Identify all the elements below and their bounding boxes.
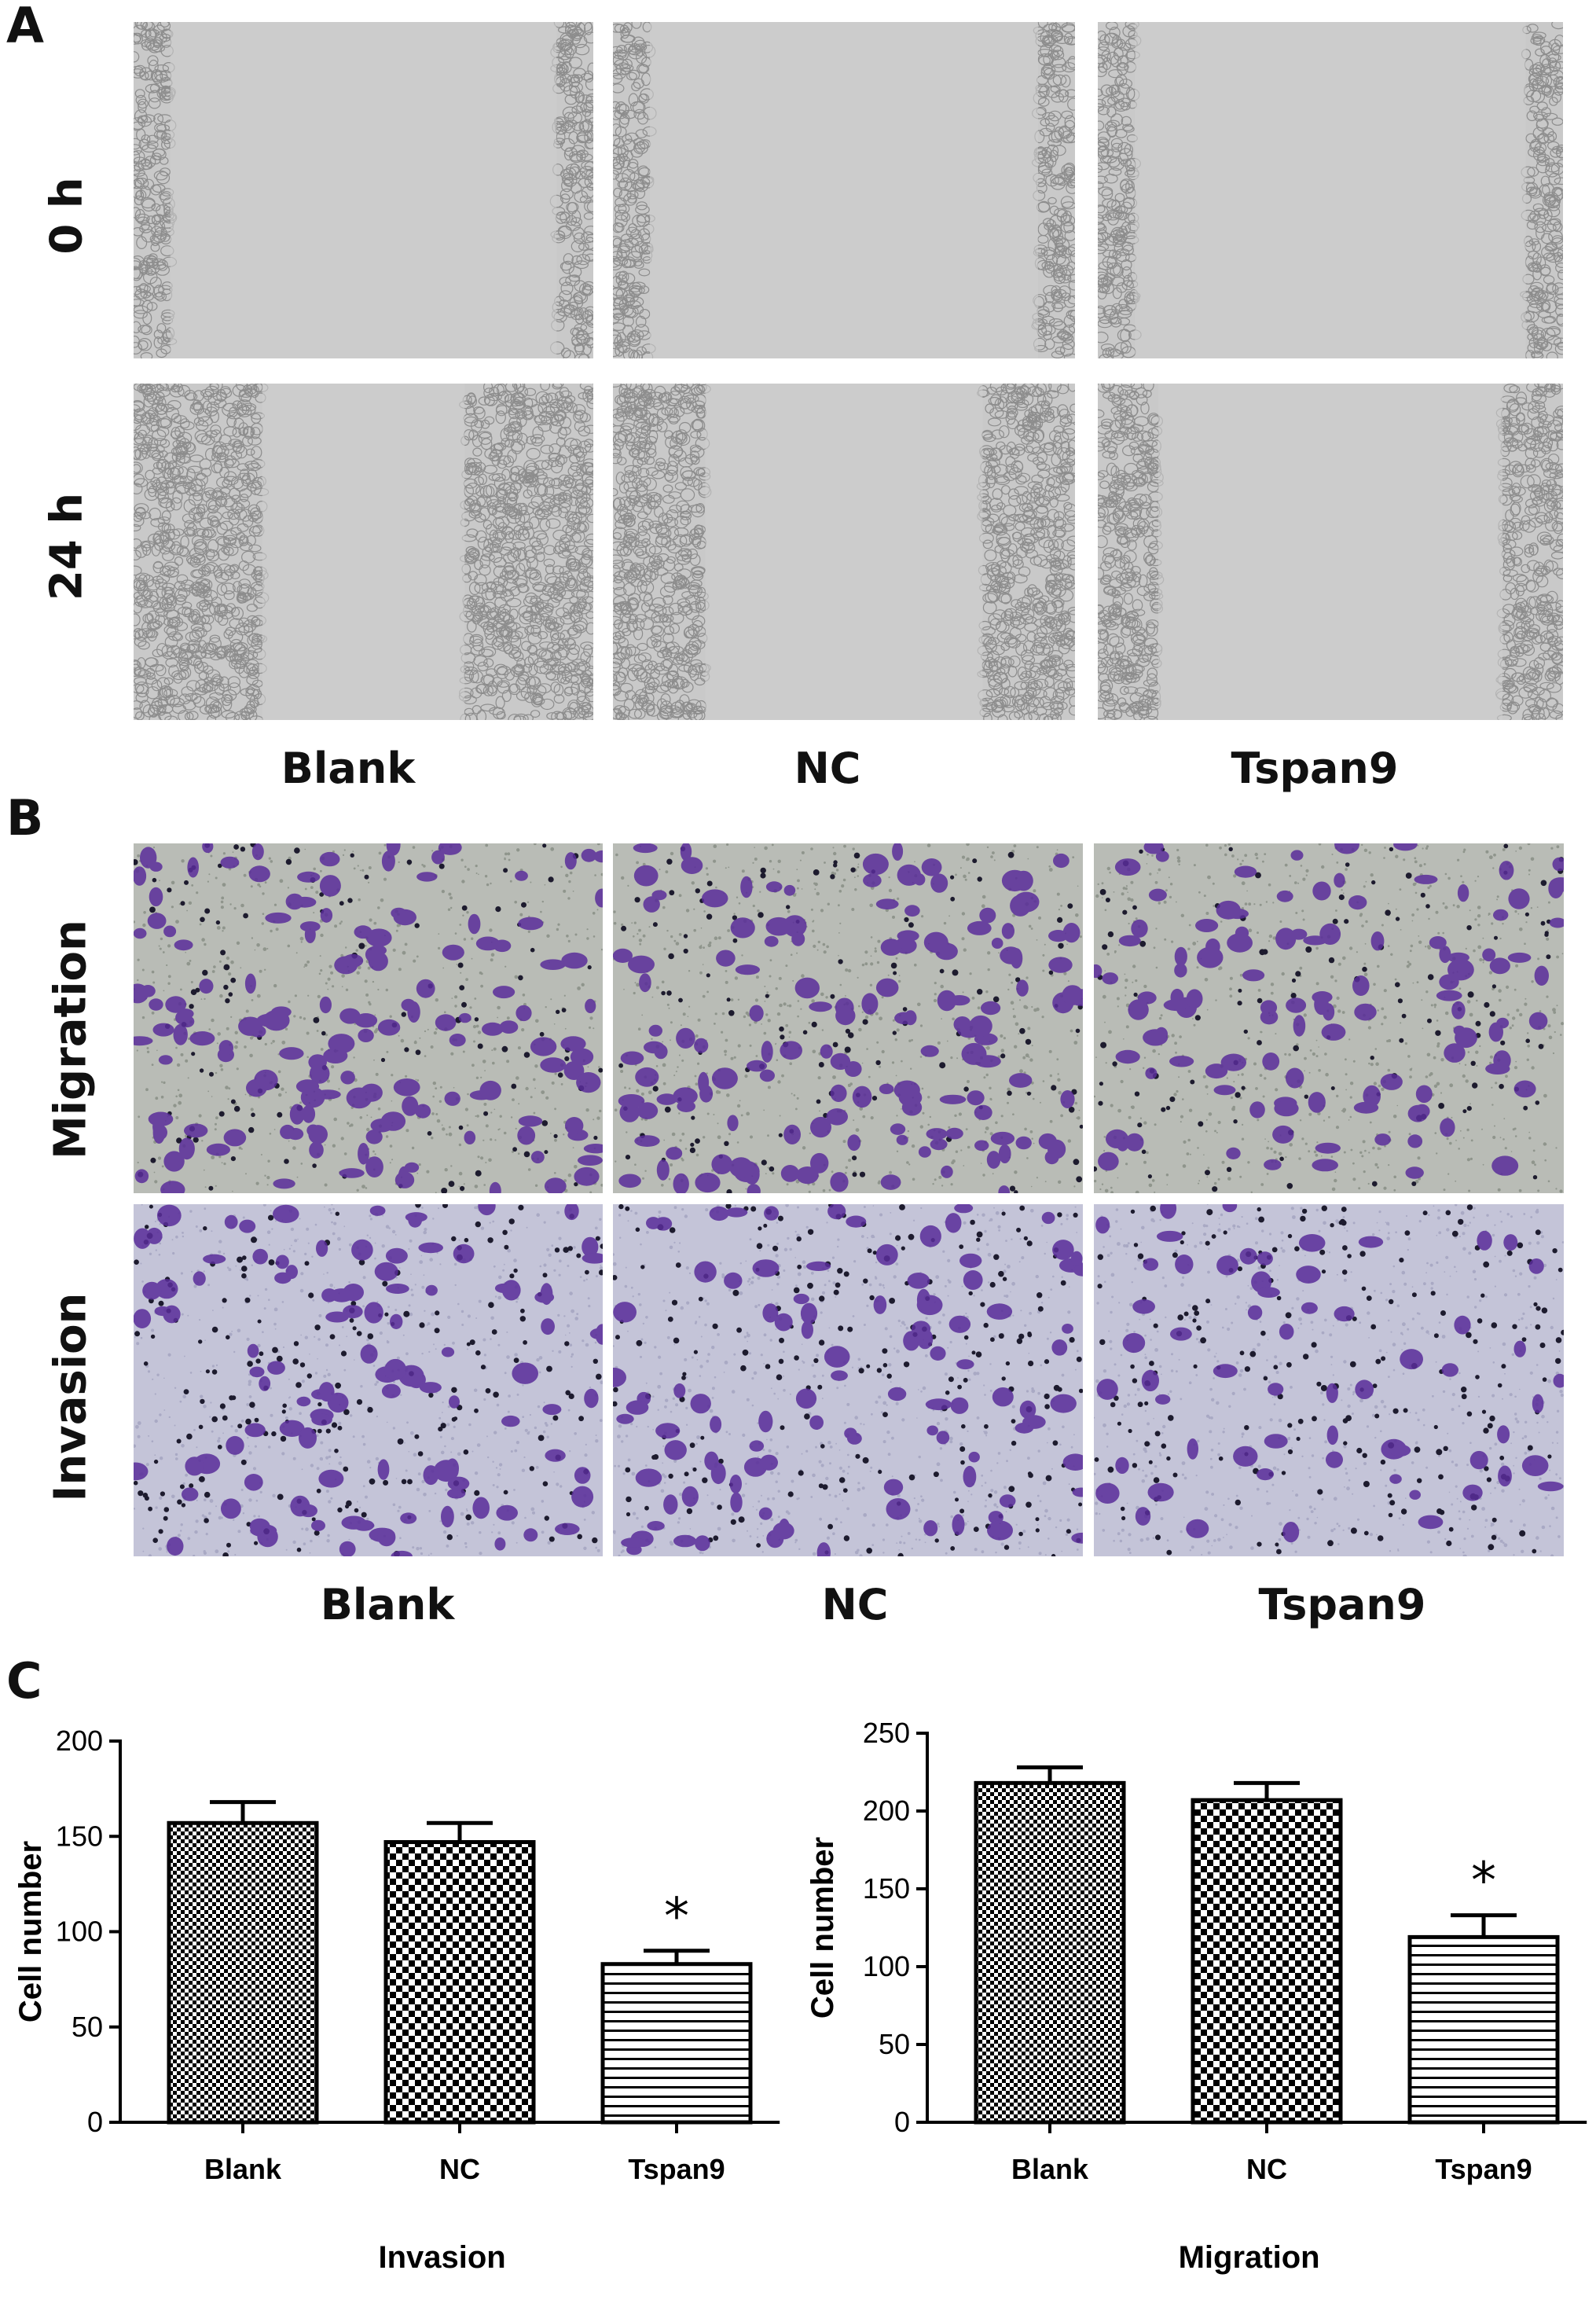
bar-nc xyxy=(383,1840,536,2125)
migration-image-nc xyxy=(613,843,1083,1193)
scratch-image-0h-blank xyxy=(134,22,593,358)
x-tick-label: Blank xyxy=(1011,2153,1089,2185)
y-tick-label: 200 xyxy=(863,1795,910,1827)
y-tick-label: 0 xyxy=(894,2106,910,2138)
panel-label-a: A xyxy=(6,0,44,54)
panel-label-c: C xyxy=(6,1652,42,1710)
invasion-image-tspan9 xyxy=(1094,1204,1564,1556)
y-tick-label: 100 xyxy=(863,1950,910,1982)
y-axis-title: Cell number xyxy=(805,1837,840,2019)
invasion-bar-chart: 0 50 100 150 200 Blank NC Tspan9 * Invasion Cell n… xyxy=(13,1725,780,2275)
bar-tspan9 xyxy=(1407,1934,1560,2125)
x-axis-title: Invasion xyxy=(378,2240,505,2275)
scratch-image-24h-tspan9 xyxy=(1098,384,1563,720)
col-label-a-tspan9: Tspan9 xyxy=(1231,744,1399,793)
y-tick-label: 150 xyxy=(56,1820,103,1852)
scratch-image-0h-nc xyxy=(613,22,1075,358)
row-label-migration: Migration xyxy=(45,920,97,1159)
col-label-b-blank: Blank xyxy=(320,1580,455,1629)
y-tick-label: 100 xyxy=(56,1916,103,1948)
significance-marker: * xyxy=(664,1888,689,1946)
x-tick-label: NC xyxy=(439,2153,480,2185)
y-tick-label: 150 xyxy=(863,1872,910,1905)
panel-label-b: B xyxy=(6,789,44,847)
migration-bar-chart: 0 50 100 150 200 250 Blank NC Tspan9 * Migration Ce… xyxy=(805,1717,1587,2275)
bar-blank xyxy=(974,1780,1126,2125)
col-label-b-nc: NC xyxy=(821,1580,889,1629)
scratch-image-24h-nc xyxy=(613,384,1075,720)
x-tick-label: Tspan9 xyxy=(628,2153,725,2185)
x-tick-label: Tspan9 xyxy=(1435,2153,1532,2185)
row-label-24h: 24 h xyxy=(41,492,93,601)
row-label-invasion: Invasion xyxy=(45,1292,97,1502)
x-tick-label: NC xyxy=(1246,2153,1287,2185)
invasion-image-blank xyxy=(134,1204,603,1556)
bar-nc xyxy=(1191,1798,1343,2125)
y-tick-label: 0 xyxy=(87,2106,103,2138)
col-label-b-tspan9: Tspan9 xyxy=(1258,1580,1426,1629)
y-tick-label: 50 xyxy=(879,2028,910,2060)
bar-tspan9 xyxy=(600,1962,753,2125)
migration-image-blank xyxy=(134,843,603,1193)
x-axis-title: Migration xyxy=(1179,2240,1320,2275)
row-label-0h: 0 h xyxy=(41,177,93,255)
col-label-a-blank: Blank xyxy=(281,744,416,793)
bar-blank xyxy=(167,1820,319,2125)
y-tick-label: 50 xyxy=(72,2011,103,2043)
significance-marker: * xyxy=(1471,1853,1496,1911)
y-tick-label: 200 xyxy=(56,1725,103,1757)
y-tick-label: 250 xyxy=(863,1717,910,1749)
invasion-image-nc xyxy=(613,1204,1083,1556)
scratch-image-24h-blank xyxy=(134,384,593,720)
y-axis-title: Cell number xyxy=(13,1841,48,2022)
migration-image-tspan9 xyxy=(1094,843,1564,1193)
x-tick-label: Blank xyxy=(204,2153,282,2185)
col-label-a-nc: NC xyxy=(794,744,861,793)
scratch-image-0h-tspan9 xyxy=(1098,22,1563,358)
